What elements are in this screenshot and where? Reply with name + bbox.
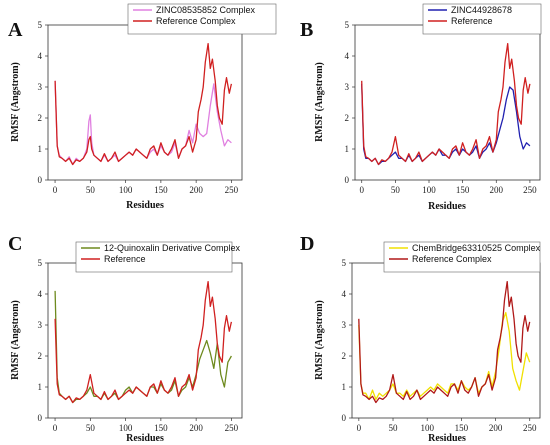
x-tick-label: 200 — [489, 423, 503, 433]
y-tick-label: 5 — [38, 258, 43, 268]
y-tick-label: 0 — [342, 413, 347, 423]
legend-label: Reference — [451, 16, 493, 26]
x-tick-label: 50 — [86, 185, 96, 195]
y-tick-label: 4 — [38, 51, 43, 61]
x-tick-label: 200 — [189, 185, 203, 195]
y-axis-label: RMSF (Angstrom) — [10, 62, 21, 142]
x-tick-label: 100 — [420, 423, 434, 433]
panel-letter: C — [8, 233, 22, 255]
legend: 12-Quinoxalin Derivative ComplexReferenc… — [75, 241, 241, 273]
y-tick-label: 4 — [342, 289, 347, 299]
x-axis-label: Residues — [428, 201, 466, 212]
legend-box — [383, 241, 541, 273]
y-tick-label: 1 — [38, 144, 43, 154]
y-tick-label: 5 — [38, 20, 43, 30]
y-tick-label: 5 — [342, 258, 347, 268]
y-tick-label: 2 — [345, 113, 350, 123]
x-axis-label: Residues — [126, 200, 164, 211]
series-line-2 — [54, 42, 233, 166]
legend-label: Reference Complex — [156, 16, 236, 26]
y-tick-label: 0 — [345, 175, 350, 185]
legend-label: ZINC08535852 Complex — [156, 5, 256, 15]
plot-frame — [354, 24, 541, 181]
x-axis-label: Residues — [126, 433, 164, 444]
x-tick-label: 250 — [225, 423, 239, 433]
y-tick-label: 3 — [345, 82, 350, 92]
y-tick-label: 1 — [345, 144, 350, 154]
y-tick-label: 1 — [342, 382, 347, 392]
legend-label: ChemBridge63310525 Complex — [412, 243, 541, 253]
x-tick-label: 150 — [456, 185, 470, 195]
x-tick-label: 250 — [523, 185, 537, 195]
y-tick-label: 1 — [38, 382, 43, 392]
x-tick-label: 150 — [154, 423, 168, 433]
x-tick-label: 100 — [119, 185, 133, 195]
y-tick-label: 4 — [345, 51, 350, 61]
y-axis-label: RMSF (Angstrom) — [314, 300, 325, 380]
x-tick-label: 150 — [455, 423, 469, 433]
y-tick-label: 4 — [38, 289, 43, 299]
y-tick-label: 0 — [38, 175, 43, 185]
x-tick-label: 200 — [490, 185, 504, 195]
y-axis-label: RMSF (Angstrom) — [10, 300, 21, 380]
y-tick-label: 2 — [342, 351, 347, 361]
x-tick-label: 0 — [359, 185, 364, 195]
y-tick-label: 3 — [342, 320, 347, 330]
series-line-2 — [361, 42, 531, 166]
legend-box — [75, 241, 233, 273]
x-tick-label: 0 — [357, 423, 362, 433]
legend-label: 12-Quinoxalin Derivative Complex — [104, 243, 241, 253]
legend-box — [422, 3, 542, 35]
panel-letter: A — [8, 19, 23, 41]
y-tick-label: 3 — [38, 82, 43, 92]
x-tick-label: 50 — [391, 185, 401, 195]
x-tick-label: 200 — [189, 423, 203, 433]
x-tick-label: 50 — [86, 423, 96, 433]
series-line-2 — [54, 280, 233, 404]
y-tick-label: 2 — [38, 351, 43, 361]
x-tick-label: 0 — [53, 423, 58, 433]
y-tick-label: 3 — [38, 320, 43, 330]
x-tick-label: 0 — [53, 185, 58, 195]
x-axis-label: Residues — [428, 433, 466, 444]
legend-label: Reference — [104, 254, 146, 264]
plot-frame — [47, 262, 243, 419]
x-tick-label: 250 — [225, 185, 239, 195]
legend-label: ZINC44928678 — [451, 5, 512, 15]
x-tick-label: 100 — [119, 423, 133, 433]
panel-letter: B — [300, 19, 313, 41]
x-tick-label: 50 — [389, 423, 399, 433]
legend-box — [127, 3, 277, 35]
panel-letter: D — [300, 233, 314, 255]
y-tick-label: 2 — [38, 113, 43, 123]
series-line-2 — [358, 280, 531, 404]
x-tick-label: 250 — [523, 423, 537, 433]
y-tick-label: 0 — [38, 413, 43, 423]
y-tick-label: 5 — [345, 20, 350, 30]
plot-frame — [47, 24, 243, 181]
x-tick-label: 100 — [422, 185, 436, 195]
legend-label: Reference Complex — [412, 254, 492, 264]
x-tick-label: 150 — [154, 185, 168, 195]
y-axis-label: RMSF (Angstrom) — [314, 62, 325, 142]
